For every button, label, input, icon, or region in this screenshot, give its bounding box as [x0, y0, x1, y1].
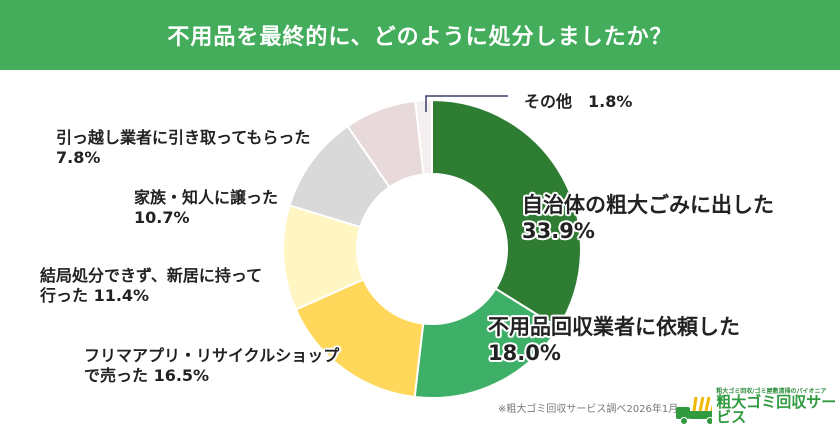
logo-tagline: 粗大ゴミ回収/ゴミ屋敷清掃のパイオニア	[716, 388, 827, 395]
label-text: 引っ越し業者に引き取ってもらった	[56, 128, 311, 147]
label-flea-market: フリマアプリ・リサイクルショップ で売った 16.5%	[84, 346, 339, 386]
label-municipal: 自治体の粗大ごみに出した 33.9%	[522, 192, 774, 245]
label-moving-company: 引っ越し業者に引き取ってもらった 7.8%	[56, 128, 310, 168]
label-value: で売った 16.5%	[84, 366, 210, 385]
label-value: 7.8%	[56, 148, 101, 167]
label-text: 不用品回収業者に依頼した	[488, 315, 740, 339]
label-other: その他 1.8%	[524, 92, 633, 111]
donut-slice-5	[346, 99, 425, 189]
donut-slice-3	[282, 204, 365, 311]
logo: 粗大ゴミ回収/ゴミ屋敷清掃のパイオニア 粗大ゴミ回収サービス	[676, 386, 840, 425]
donut-slice-0	[431, 98, 582, 330]
chart-title: 不用品を最終的に、どのように処分しましたか？	[167, 25, 673, 50]
label-collector: 不用品回収業者に依頼した 18.0%	[488, 314, 740, 367]
label-text: 結局処分できず、新居に持って	[40, 266, 263, 285]
label-text: 家族・知人に譲った	[134, 188, 279, 207]
logo-name: 粗大ゴミ回収サービス	[716, 393, 837, 426]
title-banner: 不用品を最終的に、どのように処分しましたか？	[0, 0, 840, 70]
label-text: フリマアプリ・リサイクルショップ	[84, 346, 340, 365]
label-took-to-new-home: 結局処分できず、新居に持って 行った 11.4%	[40, 266, 262, 306]
source-note: ※粗大ゴミ回収サービス調べ2026年1月	[498, 404, 679, 415]
label-value: 行った 11.4%	[40, 286, 150, 305]
donut-slice-4	[288, 124, 391, 229]
donut-slice-2	[294, 278, 425, 399]
label-value: 10.7%	[134, 208, 190, 227]
label-value: 33.9%	[522, 219, 595, 244]
label-text: 自治体の粗大ごみに出した	[522, 193, 774, 217]
label-gave-to-family: 家族・知人に譲った 10.7%	[134, 188, 278, 228]
label-value: 18.0%	[488, 341, 561, 366]
truck-icon	[676, 396, 713, 425]
donut-slice-1	[413, 287, 560, 399]
other-leader-line	[425, 95, 508, 112]
